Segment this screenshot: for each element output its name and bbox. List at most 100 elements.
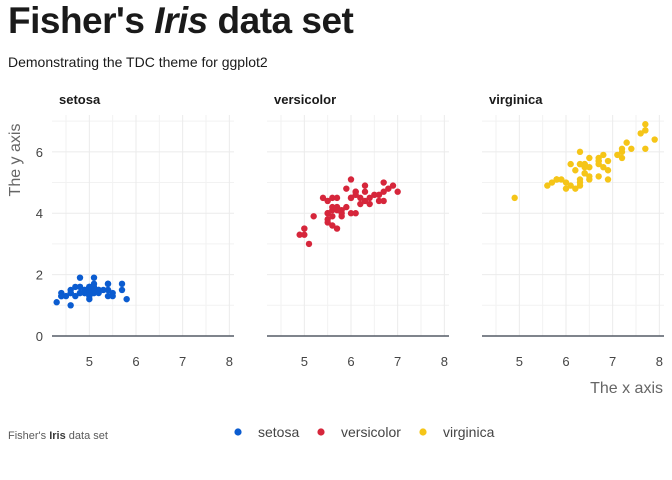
data-point-virginica xyxy=(572,185,579,192)
data-point-versicolor xyxy=(380,188,387,195)
data-point-versicolor xyxy=(347,176,355,183)
data-point-setosa xyxy=(76,274,84,281)
data-point-setosa xyxy=(53,299,60,306)
caption-suffix: data set xyxy=(65,430,108,442)
data-point-virginica xyxy=(642,145,649,152)
x-axis-title: The x axis xyxy=(590,380,663,397)
data-point-versicolor xyxy=(352,191,359,199)
data-point-versicolor xyxy=(333,206,341,214)
data-point-versicolor xyxy=(389,182,397,189)
data-point-virginica xyxy=(567,160,574,168)
y-tick-label: 4 xyxy=(36,206,43,221)
data-point-virginica xyxy=(562,179,570,186)
x-tick-label: 8 xyxy=(441,354,448,369)
data-point-setosa xyxy=(72,283,79,291)
x-tick-label: 8 xyxy=(656,354,663,369)
data-point-versicolor xyxy=(310,213,317,220)
data-point-setosa xyxy=(100,286,107,294)
data-point-setosa xyxy=(104,292,112,300)
data-point-setosa xyxy=(76,283,84,291)
data-point-virginica xyxy=(544,182,551,189)
data-point-setosa xyxy=(118,286,126,294)
data-point-virginica xyxy=(511,194,518,202)
data-point-versicolor xyxy=(361,188,369,195)
x-tick-label: 6 xyxy=(562,354,569,369)
x-tick-label: 8 xyxy=(226,354,233,369)
data-point-versicolor xyxy=(380,197,387,205)
data-point-setosa xyxy=(109,292,116,300)
legend-label-versicolor: versicolor xyxy=(341,424,401,440)
title-suffix: data set xyxy=(207,0,354,41)
x-tick-label: 5 xyxy=(86,354,93,369)
data-point-setosa xyxy=(86,283,93,291)
data-point-virginica xyxy=(586,154,593,162)
data-point-versicolor xyxy=(366,200,373,208)
data-point-versicolor xyxy=(352,210,359,217)
data-point-virginica xyxy=(567,182,574,189)
data-point-versicolor xyxy=(301,231,308,238)
data-point-setosa xyxy=(58,292,65,300)
data-point-virginica xyxy=(618,148,626,156)
chart-title: Fisher's Iris data set xyxy=(8,0,354,42)
data-point-virginica xyxy=(637,130,644,137)
x-tick-label: 7 xyxy=(609,354,616,369)
facet-title-virginica: virginica xyxy=(489,92,543,107)
caption-bold: Iris xyxy=(49,430,66,442)
data-point-setosa xyxy=(104,286,112,294)
facet-title-versicolor: versicolor xyxy=(274,92,336,107)
data-point-virginica xyxy=(595,157,602,165)
data-point-virginica xyxy=(572,167,579,174)
data-point-setosa xyxy=(123,295,130,303)
data-point-versicolor xyxy=(347,194,355,202)
data-point-versicolor xyxy=(329,194,336,202)
data-point-setosa xyxy=(95,286,102,294)
data-point-setosa xyxy=(76,289,84,297)
data-point-virginica xyxy=(618,154,626,162)
data-point-versicolor xyxy=(324,219,331,226)
legend-key-setosa xyxy=(234,428,242,436)
data-point-setosa xyxy=(62,292,70,300)
data-point-versicolor xyxy=(343,185,350,192)
data-point-virginica xyxy=(558,176,565,183)
y-tick-label: 2 xyxy=(36,268,43,283)
data-point-virginica xyxy=(576,148,584,156)
data-point-virginica xyxy=(623,139,630,146)
data-point-versicolor xyxy=(357,194,364,202)
data-point-virginica xyxy=(553,176,560,183)
chart-subtitle: Demonstrating the TDC theme for ggplot2 xyxy=(8,54,268,70)
data-point-virginica xyxy=(586,163,593,171)
data-point-virginica xyxy=(604,167,612,174)
data-point-virginica xyxy=(600,151,607,159)
data-point-versicolor xyxy=(329,222,336,229)
data-point-virginica xyxy=(604,157,612,165)
x-tick-label: 5 xyxy=(301,354,308,369)
title-prefix: Fisher's xyxy=(8,0,155,41)
y-tick-label: 0 xyxy=(36,329,43,344)
data-point-versicolor xyxy=(375,197,383,205)
data-point-versicolor xyxy=(333,225,341,232)
data-point-versicolor xyxy=(385,185,392,192)
data-point-versicolor xyxy=(357,200,364,208)
data-point-versicolor xyxy=(324,197,331,205)
data-point-virginica xyxy=(614,151,621,159)
data-point-virginica xyxy=(628,145,635,152)
data-point-virginica xyxy=(548,179,556,186)
y-axis-title: The y axis xyxy=(7,124,24,197)
data-point-setosa xyxy=(72,292,79,300)
data-point-virginica xyxy=(586,173,593,180)
data-point-versicolor xyxy=(361,197,369,205)
legend-label-virginica: virginica xyxy=(443,424,495,440)
data-point-versicolor xyxy=(361,182,369,189)
data-point-versicolor xyxy=(371,191,378,199)
x-tick-label: 5 xyxy=(516,354,523,369)
data-point-virginica xyxy=(642,121,649,128)
x-tick-label: 6 xyxy=(132,354,139,369)
data-point-setosa xyxy=(86,289,93,297)
data-point-versicolor xyxy=(296,231,303,238)
data-point-versicolor xyxy=(394,188,401,195)
data-point-versicolor xyxy=(338,210,345,217)
data-point-versicolor xyxy=(305,240,313,248)
data-point-virginica xyxy=(576,179,584,186)
title-italic: Iris xyxy=(154,0,208,41)
